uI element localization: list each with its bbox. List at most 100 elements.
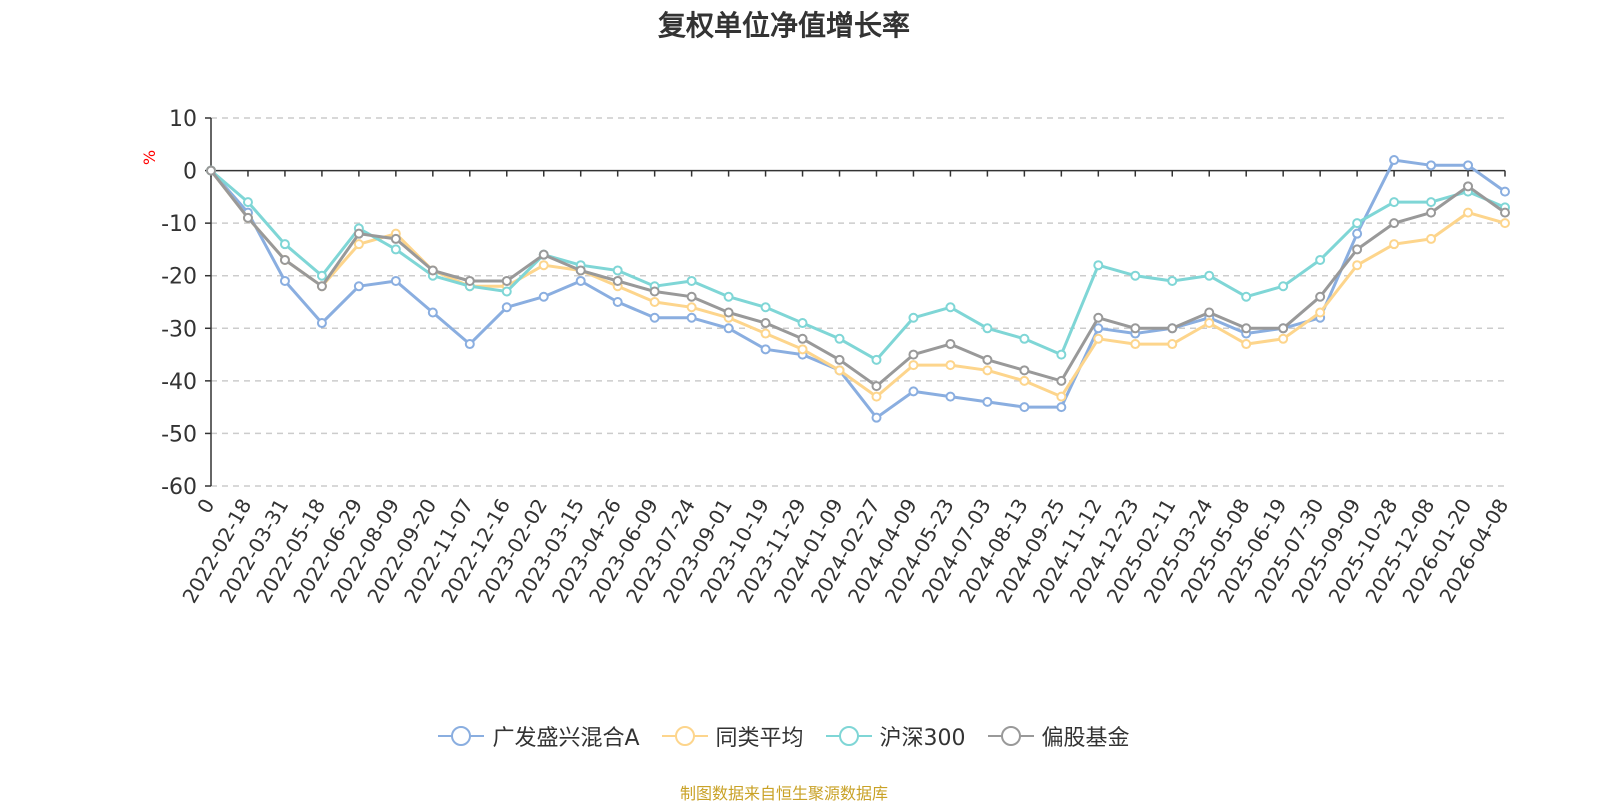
series-line [209, 169, 1506, 399]
data-point [538, 260, 549, 271]
data-point [1352, 218, 1363, 229]
data-point [1167, 339, 1178, 350]
data-point [760, 344, 771, 355]
data-point [1056, 375, 1067, 386]
data-point [1204, 318, 1215, 329]
data-point [1093, 323, 1104, 334]
data-point [1426, 207, 1437, 218]
data-point [390, 275, 401, 286]
data-point [686, 312, 697, 323]
data-point [1426, 160, 1437, 171]
data-point [1426, 197, 1437, 208]
data-point [1241, 323, 1252, 334]
data-point [353, 228, 364, 239]
y-tick-label: 0 [183, 160, 197, 185]
data-point [686, 291, 697, 302]
data-point [242, 197, 253, 208]
data-point [797, 318, 808, 329]
data-point [316, 270, 327, 281]
data-point [1463, 181, 1474, 192]
data-point [945, 360, 956, 371]
data-point [1315, 254, 1326, 265]
data-point [1389, 197, 1400, 208]
data-point [501, 275, 512, 286]
data-point [427, 307, 438, 318]
data-point [1019, 402, 1030, 413]
x-tick-label: 0 [192, 495, 219, 518]
legend-swatch-icon [661, 726, 708, 746]
legend-label: 偏股基金 [1041, 726, 1130, 751]
y-tick-label: -60 [161, 475, 197, 500]
data-point [649, 312, 660, 323]
legend-item[interactable]: 广发盛兴混合A [438, 720, 640, 752]
data-point [1426, 233, 1437, 244]
data-point [390, 233, 401, 244]
data-point [279, 239, 290, 250]
y-tick-label: -20 [161, 265, 197, 290]
data-point [427, 265, 438, 276]
legend-label: 沪深300 [879, 726, 966, 751]
data-point [390, 244, 401, 255]
legend-item[interactable]: 偏股基金 [987, 720, 1130, 752]
data-point [1500, 186, 1510, 197]
data-point [982, 396, 993, 407]
data-point [760, 302, 771, 313]
data-point [1352, 228, 1363, 239]
data-point [760, 328, 771, 339]
y-tick-label: 10 [169, 107, 197, 132]
data-point [1204, 270, 1215, 281]
source-note: 制图数据来自恒生聚源数据库 [679, 784, 888, 803]
data-point [834, 354, 845, 365]
series-1 [206, 165, 1510, 402]
data-point [1463, 160, 1474, 171]
data-point [501, 302, 512, 313]
data-point [1093, 333, 1104, 344]
data-point [206, 165, 216, 176]
data-point [316, 281, 327, 292]
legend-swatch-icon [825, 726, 872, 746]
data-point [723, 307, 734, 318]
y-tick-label: -50 [161, 422, 197, 447]
legend-item[interactable]: 沪深300 [825, 720, 966, 752]
data-point [1056, 402, 1067, 413]
chart-title: 复权单位净值增长率 [657, 9, 910, 42]
data-point [1204, 307, 1215, 318]
data-point [279, 254, 290, 265]
data-point [1019, 365, 1030, 376]
series-line [209, 169, 1506, 388]
legend-label: 广发盛兴混合A [492, 726, 640, 751]
series-lines [206, 155, 1510, 423]
data-point [464, 275, 475, 286]
data-point [1241, 291, 1252, 302]
data-point [353, 239, 364, 250]
y-tick-label: -10 [161, 212, 197, 237]
data-point [1352, 260, 1363, 271]
legend-item[interactable]: 同类平均 [661, 720, 804, 752]
data-point [1093, 260, 1104, 271]
data-point [1278, 281, 1289, 292]
data-point [1019, 375, 1030, 386]
data-point [1056, 349, 1067, 360]
data-point [649, 286, 660, 297]
data-point [1241, 339, 1252, 350]
data-point [1278, 333, 1289, 344]
data-point [871, 381, 882, 392]
data-point [612, 265, 623, 276]
data-point [797, 333, 808, 344]
data-point [908, 349, 919, 360]
data-point [279, 275, 290, 286]
grid-lines [211, 117, 1505, 487]
data-point [723, 291, 734, 302]
legend-label: 同类平均 [715, 726, 804, 751]
data-point [945, 391, 956, 402]
data-point [538, 249, 549, 260]
data-point [575, 275, 586, 286]
data-point [982, 354, 993, 365]
data-point [1389, 239, 1400, 250]
series-line [209, 158, 1506, 420]
data-point [797, 344, 808, 355]
data-point [871, 412, 882, 423]
data-point [1278, 323, 1289, 334]
data-point [612, 297, 623, 307]
data-point [871, 354, 882, 365]
